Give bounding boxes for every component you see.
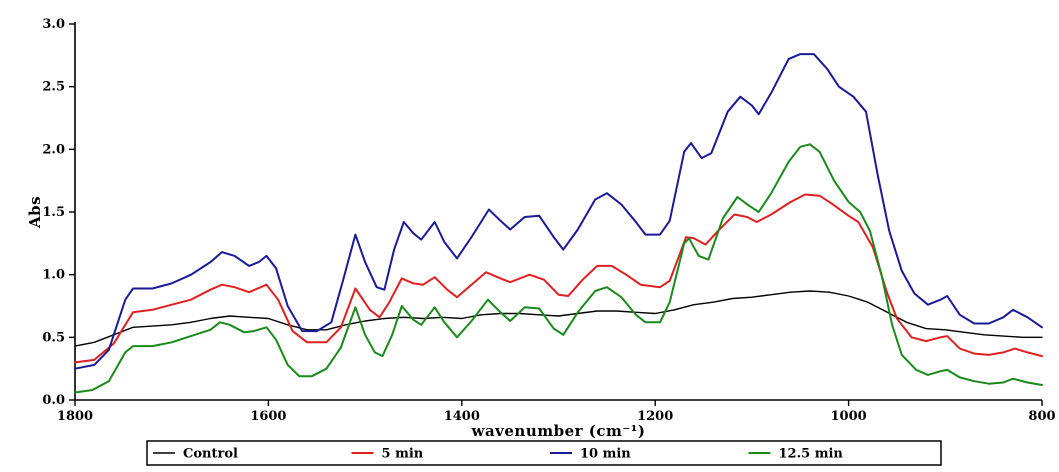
series-line-5-min [74,193,1043,364]
legend-label-5-min: 5 min [382,447,424,462]
x-tick-label: 1000 [831,409,867,424]
x-axis-title: wavenumber (cm⁻¹) [471,422,646,440]
legend-box [146,440,942,466]
legend-label-12-5-min: 12.5 min [779,447,844,462]
x-tick-label: 1800 [57,409,93,424]
y-tick-label: 1.0 [42,268,65,283]
y-axis-title: Abs [26,196,44,229]
x-tick-label: 1600 [250,409,286,424]
series-line-12-5-min [74,143,1043,394]
axes: 0.0 0.5 1.0 1.5 2.0 2.5 3.0 1800 1600 1400 1200 100… [42,17,1055,424]
y-tick-label: 0.0 [42,393,65,408]
legend: Control 5 min 10 min 12.5 min [146,440,942,466]
legend-label-10-min: 10 min [580,447,631,462]
legend-label-control: Control [183,447,238,462]
y-tick-label: 3.0 [42,17,65,32]
series-line-control [74,290,1043,347]
y-tick-label: 0.5 [42,330,65,345]
x-tick-label: 1200 [637,409,673,424]
y-tick-label: 2.0 [42,142,65,157]
y-tick-label: 2.5 [42,80,65,95]
series-line-10-min [74,53,1043,370]
x-tick-label: 800 [1028,409,1055,424]
y-tick-label: 1.5 [42,205,65,220]
plot-area [74,53,1043,394]
x-tick-label: 1400 [444,409,480,424]
